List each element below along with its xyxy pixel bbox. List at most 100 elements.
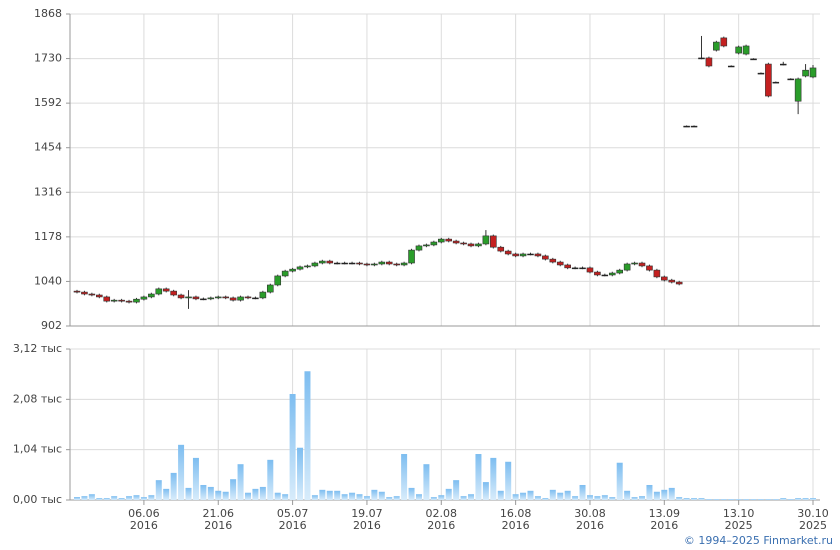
volume-bar	[88, 494, 95, 500]
volume-bar	[750, 499, 757, 500]
volume-bar	[490, 457, 497, 500]
volume-bar	[401, 454, 408, 500]
candle-body	[81, 291, 88, 295]
candle-body	[341, 262, 348, 265]
volume-bar	[564, 490, 571, 500]
x-tick-label-line: 30.10	[797, 507, 829, 520]
candle-body	[244, 296, 252, 299]
candle-body	[348, 262, 356, 265]
volume-bar	[795, 498, 802, 500]
candle-body	[192, 296, 200, 300]
volume-bar	[349, 492, 356, 500]
volume-bar	[482, 482, 489, 500]
candle-body	[110, 299, 118, 302]
y-tick-label: 1454	[34, 141, 62, 154]
volume-bar	[415, 494, 422, 500]
volume-bar	[237, 464, 244, 500]
candle-body	[542, 255, 549, 260]
volume-bar	[74, 496, 80, 500]
volume-bar	[170, 472, 177, 500]
volume-bar	[542, 498, 549, 500]
candle-body	[319, 260, 326, 264]
volume-bar	[772, 499, 779, 500]
volume-bar	[780, 498, 787, 500]
x-tick-label-line: 16.08	[500, 507, 532, 520]
y-tick-label: 1,04 тыс	[13, 443, 62, 456]
candle-body	[638, 262, 646, 267]
y-tick-label: 902	[41, 319, 62, 332]
candle-body	[304, 265, 311, 268]
candle-body	[594, 271, 601, 276]
candle-body	[162, 288, 170, 292]
copyright: © 1994–2025 Finmarket.ru	[684, 534, 833, 547]
candle-body	[229, 297, 237, 301]
volume-bar	[810, 498, 816, 500]
candle-body	[103, 296, 111, 302]
candle-body	[742, 45, 750, 55]
x-tick-label: 30.10 2025	[797, 507, 829, 532]
volume-bar	[520, 492, 527, 500]
volume-bar	[423, 464, 430, 500]
candle-body	[534, 253, 542, 257]
candle-body	[266, 284, 274, 293]
x-tick-label-line: 05.07	[277, 507, 309, 520]
candle-body	[765, 63, 772, 97]
candle-body	[289, 268, 296, 272]
volume-bar	[572, 496, 579, 500]
candle-body	[460, 242, 467, 245]
volume-bar	[111, 496, 118, 500]
volume-bar	[765, 499, 772, 500]
volume-bar	[163, 488, 170, 500]
volume-bar	[683, 498, 690, 500]
volume-bar	[676, 497, 683, 500]
candle-body	[281, 270, 289, 277]
volume-bar	[601, 495, 608, 500]
volume-bar	[311, 495, 318, 500]
x-tick-label-line: 2016	[279, 519, 307, 532]
volume-bar	[586, 495, 593, 500]
candle-body	[185, 296, 192, 299]
volume-bar	[297, 447, 304, 500]
candle-body	[259, 291, 267, 299]
candle-body	[378, 261, 386, 265]
candle-body	[616, 269, 624, 274]
volume-bar	[319, 489, 326, 500]
volume-bar	[244, 492, 251, 500]
volume-bar	[743, 499, 750, 500]
volume-bar	[757, 499, 764, 500]
candle-body	[750, 58, 757, 61]
candle-body	[415, 245, 423, 251]
x-tick-label: 13.10 2025	[723, 507, 755, 532]
candle-body	[482, 235, 490, 245]
volume-bar	[326, 490, 333, 500]
volume-bar	[274, 492, 281, 500]
volume-bar	[222, 491, 229, 500]
volume-bar	[787, 499, 794, 500]
x-tick-label: 13.09 2016	[649, 507, 681, 532]
candle-body	[772, 81, 780, 84]
x-tick-label-line: 2016	[576, 519, 604, 532]
volume-bar	[81, 496, 88, 500]
candle-body	[437, 238, 445, 243]
candle-body	[527, 253, 534, 256]
candle-body	[787, 78, 794, 81]
volume-bar	[334, 490, 341, 500]
x-tick-label-line: 13.09	[649, 507, 681, 520]
volume-bar	[259, 486, 266, 500]
candle-body	[385, 261, 393, 265]
candle-body	[556, 261, 564, 266]
y-tick-label: 1316	[34, 185, 62, 198]
candle-body	[96, 294, 103, 298]
volume-bar	[371, 489, 378, 500]
x-tick-label-line: 2025	[725, 519, 753, 532]
volume-bar	[133, 495, 140, 500]
x-tick-label: 16.08 2016	[500, 507, 532, 532]
volume-bar	[445, 488, 452, 500]
volume-bar	[126, 496, 133, 500]
candle-body	[504, 250, 512, 255]
candle-body	[780, 63, 787, 66]
x-tick-label-line: 2025	[799, 519, 827, 532]
candle-body	[549, 258, 557, 263]
candle-body	[467, 243, 475, 247]
